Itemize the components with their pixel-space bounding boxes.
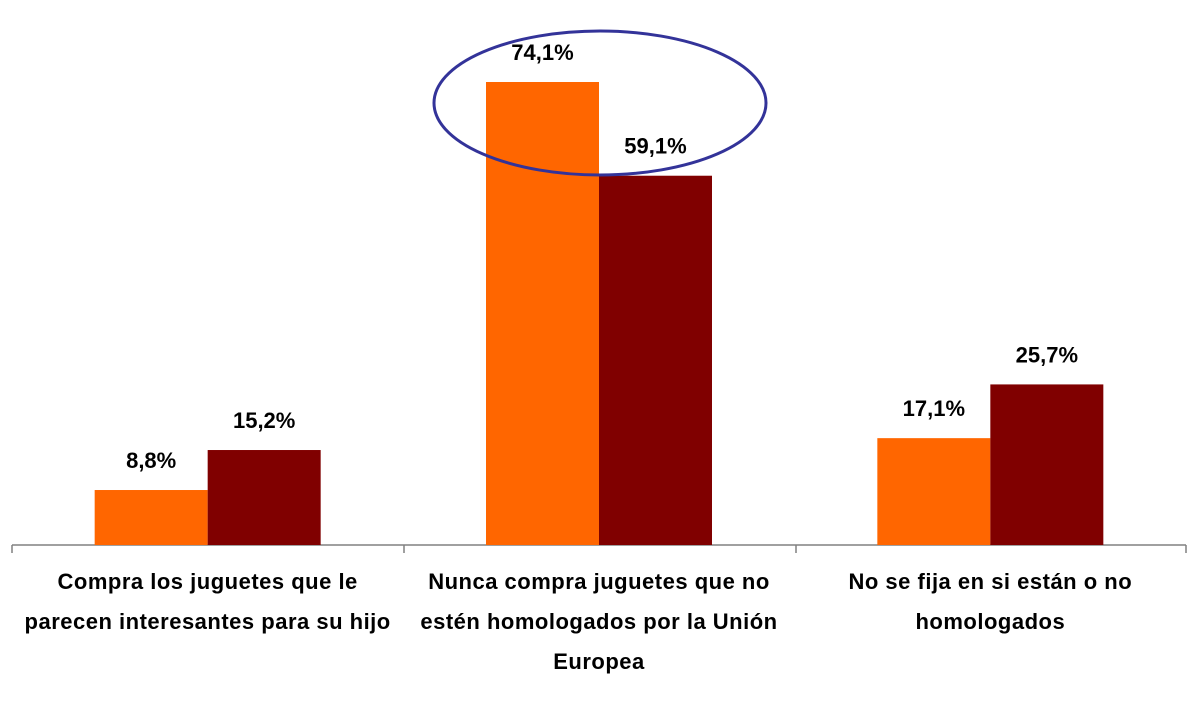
data-label: 74,1% [511,40,573,65]
bar [94,490,208,545]
data-label: 59,1% [624,134,686,159]
bar [877,438,991,545]
data-label: 8,8% [126,448,176,473]
bar [990,384,1104,545]
x-axis [11,544,1187,553]
bars: 8,8% 15,2% 74,1% 59,1% 17,1% 25,7% [94,40,1104,545]
bar [207,450,321,545]
x-tick-label: Compra los juguetes que le parecen inter… [24,569,391,634]
x-tick-label: Nunca compra juguetes que no estén homol… [420,569,778,674]
data-label: 17,1% [903,396,965,421]
highlight-ellipse [432,29,768,177]
data-label: 25,7% [1016,342,1078,367]
data-label: 15,2% [233,408,295,433]
x-tick-label: No se fija en si están o no homologados [848,569,1133,634]
bar [486,82,599,545]
bar [599,175,712,545]
